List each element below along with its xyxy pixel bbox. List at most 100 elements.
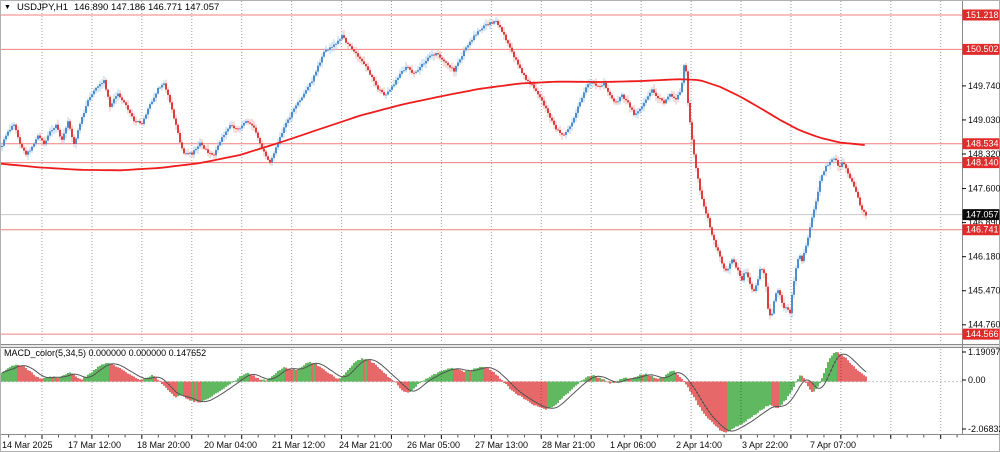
macd-bar: [179, 381, 181, 396]
macd-bar: [693, 381, 695, 398]
macd-bar: [687, 381, 689, 388]
candle-wick: [523, 71, 525, 80]
candle-up: [395, 79, 397, 85]
symbol-dropdown-icon[interactable]: ▼: [4, 4, 11, 11]
macd-bar: [477, 367, 479, 382]
macd-bar: [67, 373, 69, 382]
candle-down: [547, 108, 549, 114]
macd-bar: [357, 360, 359, 382]
candle-down: [347, 42, 349, 45]
macd-bar: [117, 367, 119, 382]
candle-up: [97, 86, 99, 88]
macd-bar: [499, 378, 501, 382]
candle-wick: [495, 17, 497, 24]
macd-bar: [301, 366, 303, 382]
candle-up: [791, 294, 793, 314]
macd-bar: [331, 374, 333, 382]
candle-down: [559, 129, 561, 134]
candle-up: [3, 139, 5, 146]
candle-down: [725, 268, 727, 271]
candle-wick: [679, 87, 681, 97]
candle-wick: [365, 62, 367, 72]
macd-bar: [139, 379, 141, 382]
candle-up: [229, 125, 231, 129]
candle-down: [695, 154, 697, 169]
macd-bar: [497, 375, 499, 382]
candle-down: [453, 67, 455, 72]
macd-bar: [29, 370, 31, 382]
macd-bar: [283, 367, 285, 382]
candle-up: [221, 137, 223, 142]
macd-bar: [607, 381, 609, 383]
macd-bar: [445, 369, 447, 382]
panel-splitter: [0, 344, 1000, 348]
macd-bar: [577, 381, 579, 385]
macd-bar: [613, 381, 615, 383]
candle-up: [427, 57, 429, 61]
splitter-fill[interactable]: [0, 345, 1000, 348]
macd-bar: [825, 368, 827, 382]
macd-bar: [579, 381, 581, 383]
time-axis-label: 17 Mar 12:00: [68, 440, 121, 450]
candle-down: [73, 137, 75, 144]
macd-bar: [585, 377, 587, 382]
macd-bar: [805, 381, 807, 383]
macd-bar: [707, 381, 709, 419]
candle-up: [639, 108, 641, 112]
candle-down: [507, 40, 509, 44]
candle-up: [287, 119, 289, 123]
macd-axis-label: -2.068327: [968, 424, 1000, 434]
macd-bar: [493, 372, 495, 382]
macd-bar: [305, 363, 307, 382]
candle-down: [769, 308, 771, 316]
macd-bar: [451, 367, 453, 382]
price-tick-label: 144.760: [968, 320, 1000, 330]
candle-up: [33, 143, 35, 147]
macd-bar: [261, 379, 263, 382]
macd-bar: [721, 381, 723, 432]
macd-bar: [827, 361, 829, 382]
macd-bar: [325, 371, 327, 382]
candle-up: [55, 124, 57, 129]
candle-up: [147, 108, 149, 115]
macd-bar: [481, 366, 483, 382]
macd-bar: [797, 379, 799, 382]
candle-up: [155, 93, 157, 98]
candle-up: [113, 98, 115, 104]
macd-bar: [175, 381, 177, 398]
macd-bar: [393, 381, 395, 383]
macd-bar: [389, 378, 391, 382]
candle-down: [861, 205, 863, 210]
candle-down: [139, 121, 141, 124]
macd-bar: [409, 381, 411, 393]
macd-bar: [815, 381, 817, 389]
time-axis-label: 26 Mar 05:00: [407, 440, 460, 450]
candle-down: [375, 80, 377, 86]
candle-down: [753, 289, 755, 292]
macd-bar: [821, 378, 823, 382]
price-level-badge: [962, 138, 1000, 150]
candle-down: [505, 34, 507, 41]
macd-bar: [385, 374, 387, 382]
macd-bar: [227, 381, 229, 386]
macd-bar: [113, 365, 115, 382]
candle-down: [69, 121, 71, 129]
candle-down: [379, 89, 381, 91]
candle-up: [307, 86, 309, 91]
candle-up: [469, 41, 471, 46]
candle-up: [337, 40, 339, 44]
candle-up: [13, 124, 15, 126]
macd-bar: [295, 370, 297, 382]
macd-bar: [11, 365, 13, 382]
macd-bar: [853, 366, 855, 382]
macd-bar: [197, 381, 199, 403]
candle-up: [403, 70, 405, 72]
candle-down: [263, 148, 265, 152]
macd-bar: [371, 362, 373, 382]
candle-down: [693, 139, 695, 155]
candle-wick: [339, 38, 341, 45]
macd-bar: [649, 375, 651, 382]
macd-bar: [485, 367, 487, 382]
